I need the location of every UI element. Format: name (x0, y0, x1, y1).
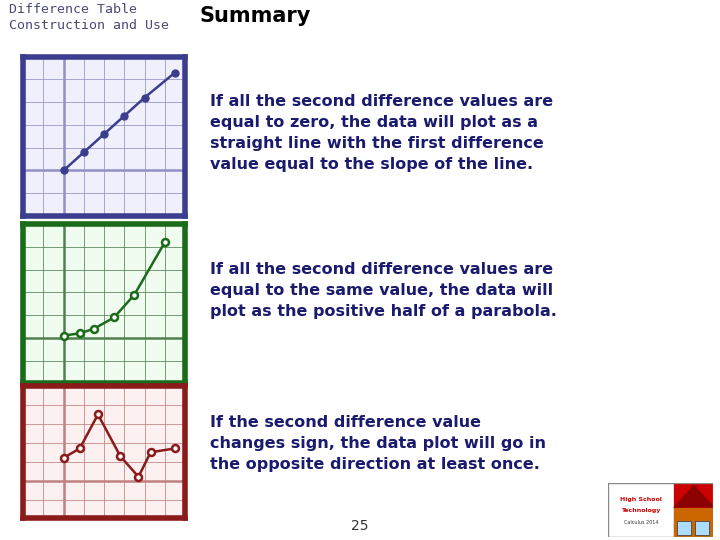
Text: Technology: Technology (621, 508, 660, 513)
Text: Summary: Summary (199, 6, 311, 26)
Text: If the second difference value
changes sign, the data plot will go in
the opposi: If the second difference value changes s… (210, 415, 546, 472)
Text: 25: 25 (351, 519, 369, 534)
Text: If all the second difference values are
equal to the same value, the data will
p: If all the second difference values are … (210, 261, 557, 319)
Bar (608, 483, 673, 537)
Text: Calculus 2014: Calculus 2014 (624, 519, 658, 525)
Polygon shape (673, 484, 715, 508)
Text: Difference Table
Construction and Use: Difference Table Construction and Use (9, 3, 169, 32)
Text: High School: High School (620, 497, 662, 502)
Text: If all the second difference values are
equal to zero, the data will plot as a
s: If all the second difference values are … (210, 94, 554, 172)
Bar (674, 508, 713, 537)
Bar (674, 483, 713, 508)
Bar (678, 521, 691, 535)
Bar (695, 521, 708, 535)
